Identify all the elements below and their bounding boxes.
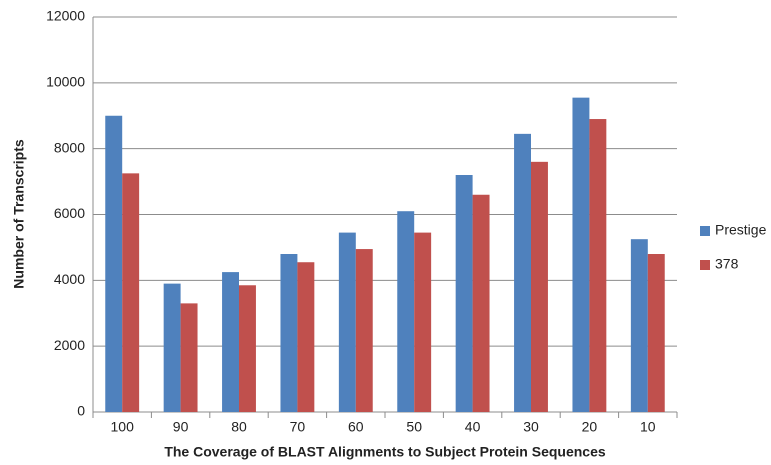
bar: [105, 115, 123, 412]
bar: [180, 303, 198, 412]
bar: [163, 283, 181, 412]
legend-swatch: [700, 260, 710, 270]
bar: [472, 194, 490, 412]
bar: [122, 173, 140, 412]
bar: [531, 161, 548, 412]
bar: [222, 272, 239, 412]
bar: [397, 211, 415, 412]
bar: [280, 254, 298, 412]
x-tick-label: 40: [465, 419, 481, 435]
bar: [414, 232, 432, 412]
legend-label: 378: [715, 256, 739, 272]
x-tick-label: 100: [111, 419, 135, 435]
y-tick-label: 0: [77, 403, 85, 419]
bar: [338, 232, 356, 412]
x-tick-label: 60: [348, 419, 364, 435]
x-tick-label: 90: [173, 419, 189, 435]
bar: [455, 175, 473, 412]
x-tick-label: 20: [582, 419, 598, 435]
y-tick-label: 10000: [46, 74, 85, 90]
y-tick-label: 4000: [54, 271, 85, 287]
bar: [589, 119, 607, 413]
y-tick-label: 12000: [46, 8, 85, 24]
bar: [355, 249, 373, 412]
x-tick-label: 70: [290, 419, 306, 435]
x-tick-label: 80: [231, 419, 247, 435]
legend-swatch: [700, 226, 710, 236]
bar: [647, 254, 665, 412]
bar: [630, 239, 648, 412]
y-tick-label: 6000: [54, 205, 85, 221]
x-tick-label: 30: [523, 419, 539, 435]
x-tick-label: 10: [640, 419, 656, 435]
x-axis-title: The Coverage of BLAST Alignments to Subj…: [164, 444, 606, 460]
bar: [297, 262, 315, 412]
y-axis-title: Number of Transcripts: [11, 139, 27, 289]
bar: [514, 133, 531, 412]
y-tick-label: 2000: [54, 337, 85, 353]
bar: [239, 285, 256, 412]
bar: [572, 97, 590, 412]
y-tick-label: 8000: [54, 139, 85, 155]
x-tick-label: 50: [406, 419, 422, 435]
legend-label: Prestige: [715, 222, 767, 238]
